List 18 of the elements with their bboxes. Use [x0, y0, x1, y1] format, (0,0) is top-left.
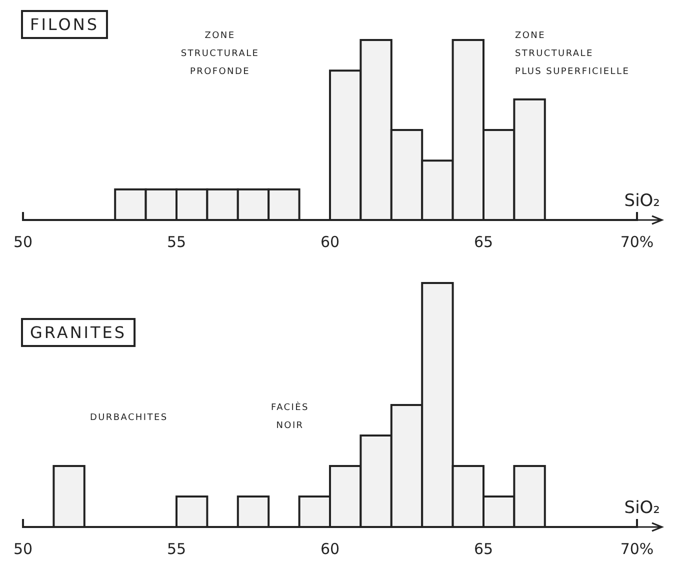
x-tick-label: 50	[13, 233, 33, 251]
x-tick-label: 50	[13, 540, 33, 558]
chart-title: FILONS	[30, 15, 99, 34]
annotation: FACIÈS NOIR	[271, 401, 309, 431]
x-tick-label: 65	[474, 233, 494, 251]
x-tick-label: 60	[320, 233, 340, 251]
annotation: ZONE STRUCTURALE PROFONDE	[180, 31, 260, 77]
x-tick-label: 65	[474, 540, 494, 558]
annotation: DURBACHITES	[90, 413, 168, 423]
x-tick-label: 55	[166, 540, 186, 558]
x-tick-label: 60	[320, 540, 340, 558]
text: GRANITES	[30, 323, 127, 342]
x-tick-label: 70%	[620, 540, 654, 558]
x-axis-title: SiO₂	[624, 498, 660, 518]
x-axis-title: SiO₂	[624, 191, 660, 211]
x-tick-label: 70%	[620, 233, 654, 251]
annotation: ZONE STRUCTURALE PLUS SUPERFICIELLE	[515, 31, 630, 77]
x-tick-label: 55	[166, 233, 186, 251]
